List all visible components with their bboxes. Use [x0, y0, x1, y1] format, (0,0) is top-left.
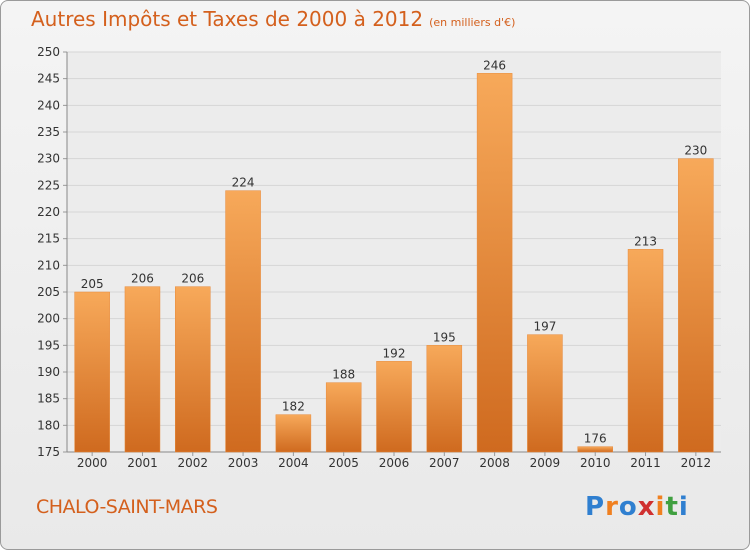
logo-letter: i — [655, 492, 666, 522]
title-text: Autres Impôts et Taxes de 2000 à 2012 — [31, 7, 424, 31]
y-tick-label: 200 — [37, 312, 60, 326]
data-label: 188 — [332, 368, 355, 382]
data-label: 246 — [483, 58, 506, 72]
bar — [225, 190, 261, 453]
logo-letter: r — [605, 492, 619, 522]
y-tick-label: 175 — [37, 445, 60, 459]
y-tick-label: 195 — [37, 338, 60, 352]
x-tick-label: 2007 — [429, 456, 460, 470]
logo-letter: P — [585, 492, 606, 522]
logo-letter: i — [678, 492, 689, 522]
bar — [74, 291, 110, 453]
y-tick-label: 230 — [37, 152, 60, 166]
bar — [426, 345, 463, 453]
logo-letter: t — [665, 492, 679, 522]
x-tick-label: 2000 — [77, 456, 108, 470]
x-tick-label: 2012 — [681, 456, 712, 470]
y-tick-label: 210 — [37, 258, 60, 272]
logo-letter: o — [618, 492, 638, 522]
y-tick-label: 190 — [37, 365, 60, 379]
x-tick-label: 2002 — [177, 456, 208, 470]
y-tick-label: 240 — [37, 98, 60, 112]
bar — [175, 286, 211, 453]
data-label: 182 — [282, 400, 305, 414]
y-tick-label: 205 — [37, 285, 60, 299]
x-tick-label: 2001 — [127, 456, 158, 470]
bar — [476, 73, 513, 453]
bar — [577, 446, 613, 453]
x-tick-label: 2011 — [630, 456, 661, 470]
y-tick-label: 215 — [37, 232, 60, 246]
data-label: 230 — [684, 144, 707, 158]
bar — [275, 414, 312, 453]
y-tick-label: 250 — [37, 45, 60, 59]
bar — [627, 249, 664, 453]
data-label: 206 — [181, 272, 204, 286]
bar — [527, 334, 563, 453]
x-tick-label: 2008 — [479, 456, 510, 470]
x-tick-label: 2009 — [530, 456, 561, 470]
data-label: 213 — [634, 234, 657, 248]
y-tick-label: 220 — [37, 205, 60, 219]
proxiti-logo: Proxiti — [585, 492, 689, 522]
data-label: 192 — [383, 346, 406, 360]
y-tick-label: 185 — [37, 392, 60, 406]
y-tick-label: 245 — [37, 72, 60, 86]
bar — [124, 286, 161, 453]
data-label: 205 — [81, 277, 104, 291]
data-label: 195 — [433, 330, 456, 344]
bar — [325, 382, 362, 453]
chart-title: Autres Impôts et Taxes de 2000 à 2012 (en… — [31, 7, 515, 31]
x-tick-label: 2003 — [228, 456, 259, 470]
logo-letter: x — [637, 492, 656, 522]
commune-name: CHALO-SAINT-MARS — [36, 496, 218, 518]
data-label: 197 — [533, 320, 556, 334]
x-tick-label: 2006 — [379, 456, 410, 470]
x-tick-label: 2010 — [580, 456, 611, 470]
y-tick-label: 180 — [37, 418, 60, 432]
title-unit: (en milliers d'€) — [429, 16, 516, 29]
data-label: 176 — [584, 432, 607, 446]
x-tick-label: 2005 — [328, 456, 359, 470]
data-label: 206 — [131, 272, 154, 286]
bar — [376, 361, 412, 453]
y-tick-label: 235 — [37, 125, 60, 139]
data-label: 224 — [232, 176, 255, 190]
bar — [678, 158, 714, 453]
x-tick-label: 2004 — [278, 456, 309, 470]
y-tick-label: 225 — [37, 178, 60, 192]
